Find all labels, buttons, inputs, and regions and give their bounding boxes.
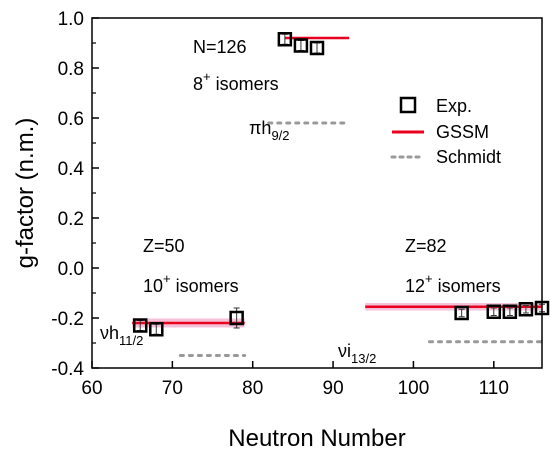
annotations: N=126 8+ isomers πh9/2 Z=50 10+ isomers νh11/… [100,37,501,366]
y-axis: -0.4 -0.2 0.0 0.2 0.4 0.6 0.8 1.0 [51,9,99,380]
exp-point [486,304,502,319]
exp-points [132,32,550,337]
legend-exp-label: Exp. [436,96,472,116]
x-axis-title: Neutron Number [228,425,405,452]
annotation-iso12: 12+ isomers [405,271,501,296]
schmidt-lines [178,121,544,357]
exp-point [293,38,309,53]
legend: Exp. GSSM Schmidt [390,96,501,167]
legend-exp-marker [399,96,417,114]
annotation-iso8: 8+ isomers [193,69,279,94]
x-tick-label: 110 [479,378,509,399]
annotation-z82: Z=82 [405,236,447,256]
exp-point [149,322,164,337]
y-tick-label: 0.6 [58,109,84,130]
x-tick-label: 70 [162,378,183,399]
plot-frame [91,17,543,369]
y-tick-label: -0.2 [51,309,84,330]
exp-point [309,40,325,56]
exp-point [277,32,293,47]
x-axis: 60 70 80 90 100 110 [81,361,509,399]
annotation-pih: πh9/2 [249,118,290,143]
y-tick-label: 0.0 [58,259,84,280]
x-tick-label: 100 [398,378,430,399]
x-tick-label: 60 [81,378,102,399]
exp-point [454,305,469,321]
y-tick-label: 0.8 [58,59,84,80]
legend-gssm-label: GSSM [436,122,489,142]
exp-point [518,302,534,317]
legend-schmidt-label: Schmidt [436,147,501,167]
y-tick-label: -0.4 [51,359,84,380]
y-tick-label: 1.0 [58,9,84,30]
y-axis-title: g-factor (n.m.) [12,118,39,269]
y-tick-label: 0.4 [58,159,85,180]
annotation-n126: N=126 [193,37,247,57]
exp-point [229,310,244,326]
exp-point [502,304,518,319]
y-tick-label: 0.2 [58,209,84,230]
annotation-nuh: νh11/2 [100,323,143,348]
exp-point [132,318,148,333]
x-tick-label: 80 [242,378,263,399]
annotation-nui: νi13/2 [338,341,376,366]
x-tick-label: 90 [323,378,344,399]
annotation-iso10: 10+ isomers [143,271,239,296]
annotation-z50: Z=50 [143,236,185,256]
